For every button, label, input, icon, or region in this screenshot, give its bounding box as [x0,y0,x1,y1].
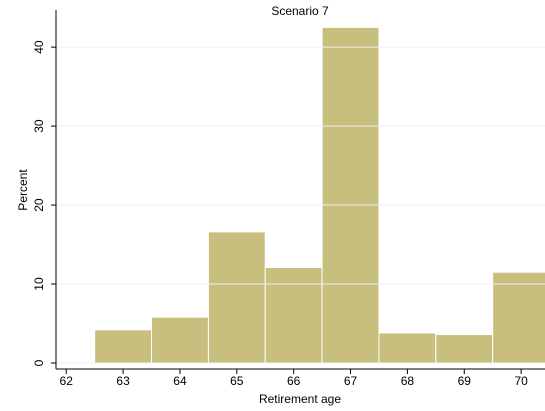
bar [435,334,494,364]
bar [321,26,380,364]
bar [378,332,437,364]
x-tick-label: 65 [230,374,244,388]
x-tick-label: 67 [344,374,358,388]
y-tick-label: 0 [32,359,46,366]
y-tick-label: 10 [32,277,46,291]
x-axis-label: Retirement age [259,392,341,406]
x-tick-label: 62 [60,374,74,388]
bar [207,231,266,364]
x-tick-label: 64 [173,374,187,388]
bar [151,316,209,364]
plot-area [94,26,545,364]
bar [492,271,545,364]
chart-title: Scenario 7 [271,4,329,18]
x-tick-label: 63 [116,374,130,388]
bar [264,266,323,364]
y-tick-label: 20 [32,198,46,212]
x-tick-label: 68 [401,374,415,388]
y-tick-label: 40 [32,40,46,54]
y-axis-label: Percent [16,169,30,211]
x-tick-label: 69 [458,374,472,388]
x-tick-label: 66 [287,374,301,388]
y-tick-label: 30 [32,119,46,133]
bar [94,329,153,364]
x-tick-label: 70 [514,374,528,388]
